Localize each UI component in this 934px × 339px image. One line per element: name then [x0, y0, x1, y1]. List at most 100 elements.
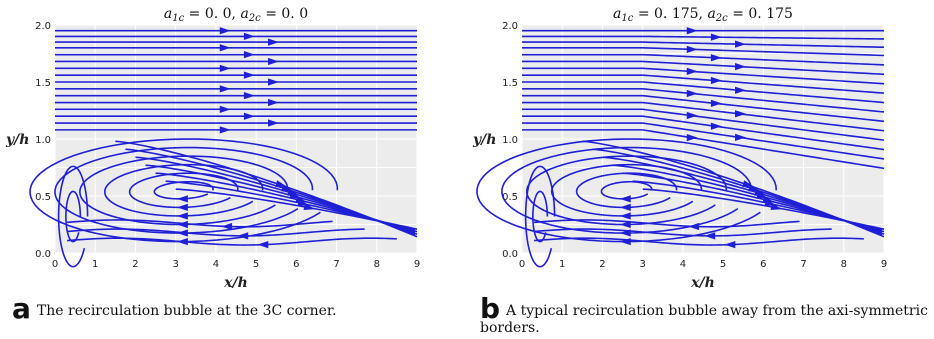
streamline: [534, 237, 864, 246]
panel-b: 0 1 2 3 4 5 6 7 8 9 0.0 0.5 1.0 1.5 2.0 x/h y/h a1c = 0. …: [467, 0, 934, 300]
streamline-arrow: [688, 222, 700, 231]
y-axis-label: y/h: [472, 132, 496, 148]
streamline-arrow: [742, 180, 754, 188]
bubble-streamline: [103, 163, 264, 217]
bubble-streamline: [550, 163, 703, 217]
streamline-arrow: [243, 32, 255, 41]
streamline: [534, 219, 800, 228]
streamline-arrow: [176, 212, 188, 220]
corner-vortex-streamline: [532, 190, 549, 243]
y-tick-label: 1.5: [502, 78, 518, 89]
streamline-arrow: [686, 67, 698, 76]
x-tick-label: 5: [253, 259, 259, 270]
streamline-arrow: [710, 122, 722, 130]
x-tick-label: 2: [599, 259, 605, 270]
x-tick-label: 7: [333, 259, 339, 270]
corner-vortex-streamline: [57, 165, 89, 268]
streamline-arrow: [619, 203, 631, 212]
streamline-arrow: [176, 195, 188, 203]
corner-vortex-streamline: [65, 190, 82, 243]
caption-letter-b: b: [480, 292, 501, 325]
x-tick-label: 7: [800, 259, 806, 270]
streamline-arrow: [268, 38, 279, 46]
bubble-streamline: [575, 172, 678, 209]
y-tick-label: 0.5: [35, 192, 51, 203]
caption-letter-a: a: [12, 292, 31, 325]
y-tick-label: 1.0: [502, 135, 518, 146]
x-tick-label: 0: [519, 259, 525, 270]
streamline-arrow: [770, 203, 782, 211]
streamline-arrow: [686, 27, 698, 35]
streamline-arrow: [219, 64, 231, 72]
streamline-arrow: [289, 191, 301, 199]
streamline: [522, 74, 885, 94]
x-tick-label: 3: [172, 259, 178, 270]
panel-title-b: a1c = 0. 175, a2c = 0. 175: [613, 6, 793, 24]
streamline-arrow: [243, 92, 255, 100]
x-tick-label: 4: [213, 259, 219, 270]
y-tick-label: 0.0: [502, 249, 518, 260]
streamline-arrow: [268, 119, 279, 127]
panel-a: 0 1 2 3 4 5 6 7 8 9 0.0 0.5 1.0 1.5 2.0 x/h y/h a1c = 0. …: [0, 0, 467, 300]
streamline-arrow: [619, 195, 631, 203]
streamline-arrow: [221, 222, 233, 231]
y-tick-label: 1.0: [35, 135, 51, 146]
y-tick-label: 2.0: [502, 21, 518, 32]
streamline-arrow: [710, 99, 722, 107]
streamline: [522, 94, 885, 123]
streamline-arrow: [176, 203, 188, 212]
streamline: [67, 228, 365, 237]
streamline: [522, 101, 885, 132]
streamline-arrow: [686, 45, 698, 53]
streamline-arrow: [303, 203, 315, 211]
y-tick-label: 2.0: [35, 21, 51, 32]
streamline-arrow: [619, 229, 631, 237]
y-tick-label: 0.5: [502, 192, 518, 203]
caption-text-b: A typical recirculation bubble away from…: [480, 303, 928, 336]
x-tick-label: 6: [293, 259, 299, 270]
streamline-arrow: [619, 212, 631, 220]
streamline: [522, 81, 885, 104]
streamline-arrow: [704, 232, 716, 240]
streamline-arrow: [243, 51, 255, 59]
streamline-arrow: [735, 133, 746, 142]
streamline: [175, 188, 418, 230]
streamline: [522, 108, 885, 141]
streamline-arrow: [243, 112, 255, 120]
streamline-arrow: [686, 133, 698, 142]
streamline-arrow: [219, 85, 231, 93]
streamline-plot-a: 0 1 2 3 4 5 6 7 8 9 0.0 0.5 1.0 1.5 2.0 x/h y/h a1c = 0. …: [5, 6, 420, 291]
streamline: [522, 41, 885, 49]
x-tick-label: 0: [52, 259, 58, 270]
x-tick-label: 8: [374, 259, 380, 270]
x-tick-label: 9: [881, 259, 887, 270]
x-tick-label: 8: [841, 259, 847, 270]
x-tick-label: 1: [559, 259, 565, 270]
streamline: [522, 53, 885, 66]
x-tick-label: 2: [132, 259, 138, 270]
streamline-arrow: [735, 62, 746, 71]
bubble-streamline: [54, 146, 314, 234]
bubble-streamline: [29, 138, 339, 243]
streamline-arrow: [735, 40, 746, 48]
streamline-arrow: [268, 57, 279, 66]
corner-vortex-streamline: [524, 165, 556, 268]
axis-ticks: 0 1 2 3 4 5 6 7 8 9 0.0 0.5 1.0 1.5 2.0: [502, 21, 887, 270]
caption-text-a: The recirculation bubble at the 3C corne…: [36, 303, 337, 319]
streamline: [522, 67, 885, 85]
streamline: [534, 228, 832, 237]
streamline-arrow: [237, 232, 249, 240]
streamline-arrow: [735, 110, 746, 118]
streamline: [522, 115, 885, 151]
streamline-arrow: [735, 86, 746, 94]
streamline-plot-b: 0 1 2 3 4 5 6 7 8 9 0.0 0.5 1.0 1.5 2.0 x/h y/h a1c = 0. …: [472, 6, 887, 291]
streamline-arrow: [268, 98, 279, 107]
streamline-arrow: [297, 198, 309, 206]
streamline: [642, 188, 885, 230]
streamline-arrow: [619, 220, 631, 229]
streamline: [522, 88, 885, 113]
streamline: [522, 122, 885, 160]
panel-title-a: a1c = 0. 0, a2c = 0. 0: [164, 6, 308, 24]
streamline-arrow: [275, 180, 287, 188]
